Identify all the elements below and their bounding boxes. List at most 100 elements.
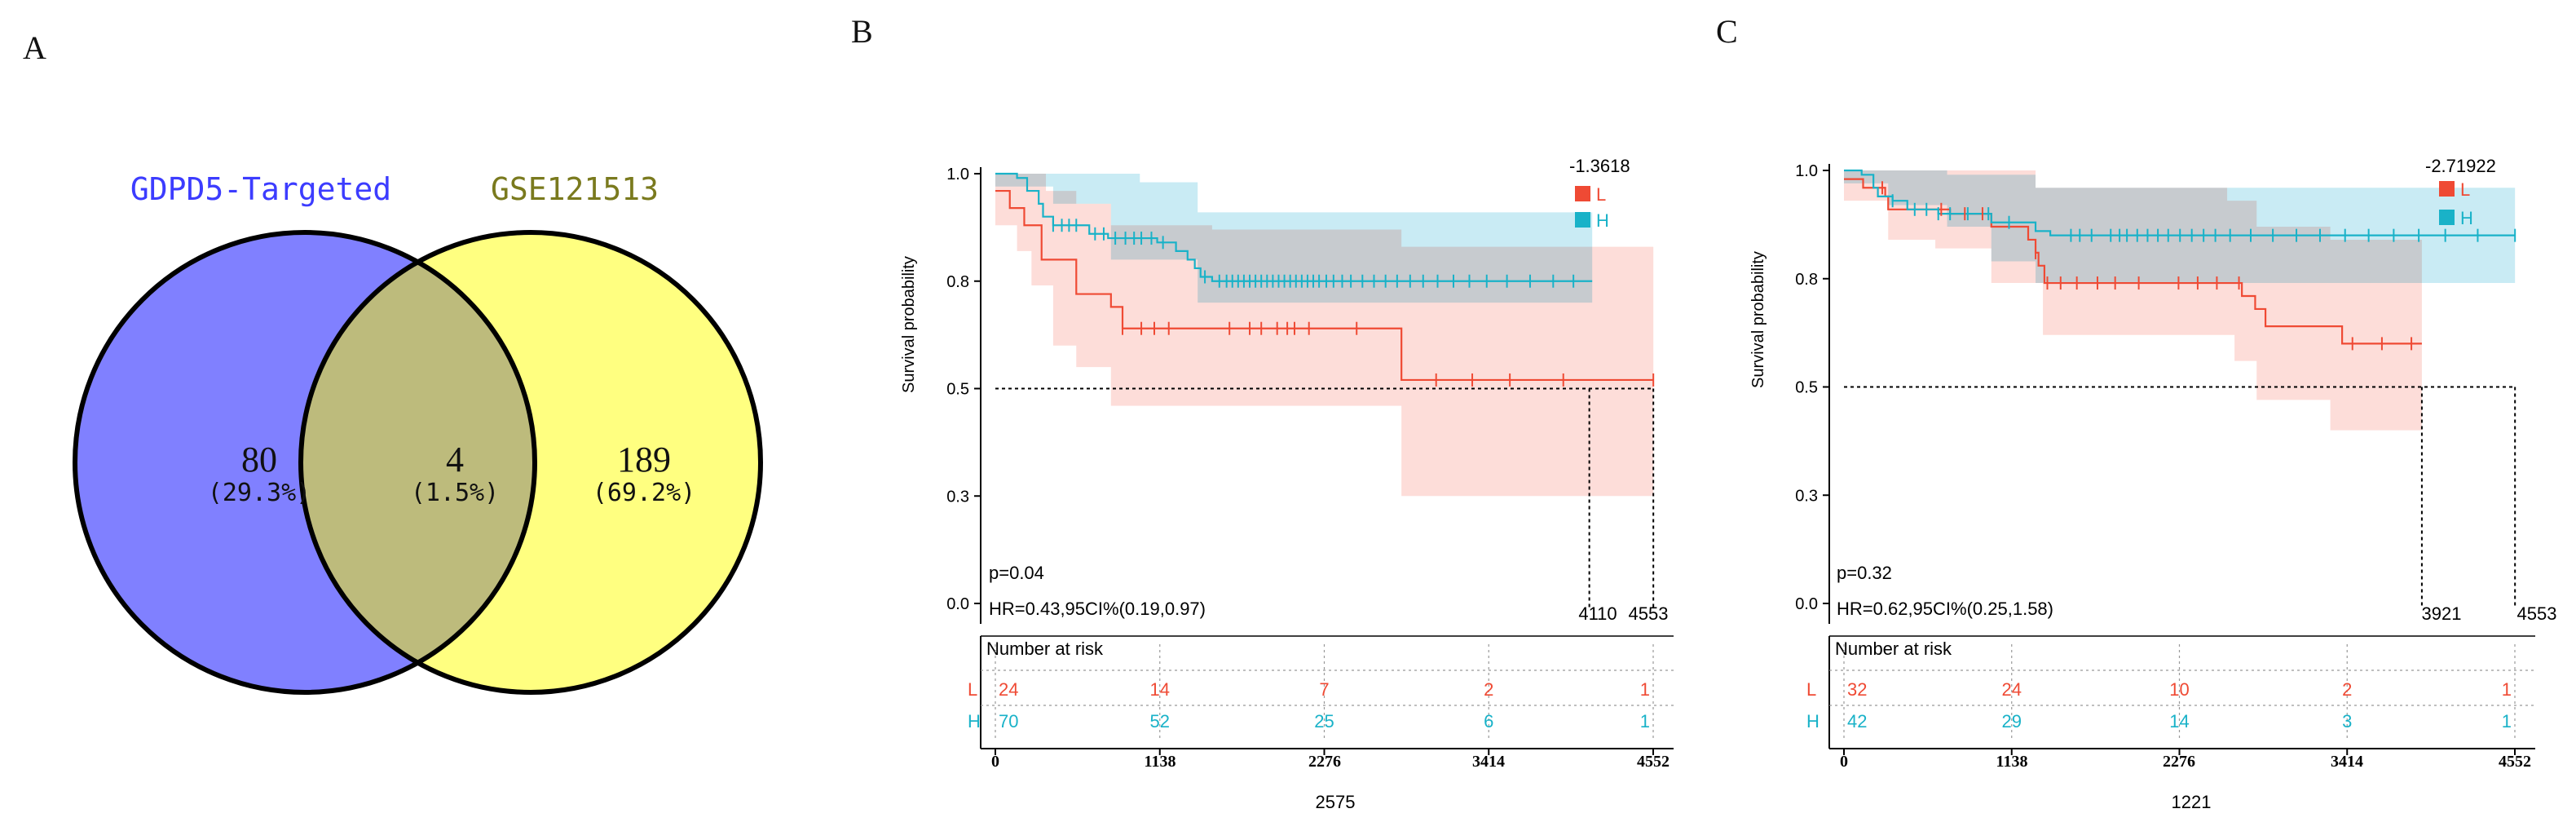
venn-count-right: 189 xyxy=(617,440,671,480)
x-tick-label-0: 0 xyxy=(1840,753,1848,771)
x-tick-label-1: 1138 xyxy=(1145,753,1176,771)
risk-count-h: 14 xyxy=(2169,711,2189,731)
y-tick-label: 0.5 xyxy=(946,381,969,399)
risk-count-l: 2 xyxy=(1484,679,1493,700)
risk-count-l: 32 xyxy=(1847,679,1867,700)
x-tick-label-3: 3414 xyxy=(2331,753,2363,771)
legend-swatch-h xyxy=(1575,212,1590,228)
hazard-ratio: HR=0.43,95CI%(0.19,0.97) xyxy=(989,599,1206,619)
y-tick-label: 0.8 xyxy=(1795,271,1818,289)
x-tick-label-4: 4552 xyxy=(2499,753,2531,771)
legend-swatch-l xyxy=(2439,181,2455,197)
x-tick-label-2: 2276 xyxy=(2163,753,2195,771)
y-tick-label: 0.5 xyxy=(1795,379,1818,397)
y-tick-label: 1.0 xyxy=(1795,162,1818,180)
risk-count-h: 6 xyxy=(1484,711,1493,731)
ci-band-l xyxy=(995,174,1654,497)
survival-panel-b: B 0.0 0.3 0.5 0.8 1.0 Survival probability p… xyxy=(851,13,1674,812)
legend-label-l: L xyxy=(2460,179,2470,200)
y-tick-label: 1.0 xyxy=(946,166,969,183)
risk-count-h: 1 xyxy=(2502,711,2512,731)
venn-intersection xyxy=(301,232,535,692)
ci-bands xyxy=(995,155,1654,497)
survival-curves xyxy=(995,172,1654,382)
legend-title: -1.3618 xyxy=(1569,156,1630,176)
median-label-1: 3921 xyxy=(2422,603,2462,624)
median-label-1: 4110 xyxy=(1578,603,1617,624)
risk-count-l: 24 xyxy=(2002,679,2022,700)
legend-label-l: L xyxy=(1596,184,1606,205)
x-axis-title: 2575 xyxy=(1316,792,1356,812)
axes: 0.0 0.3 0.5 0.8 1.0 xyxy=(946,166,981,624)
venn-set-label-gdpd5: GDPD5-Targeted xyxy=(130,171,391,207)
risk-group-label-l: L xyxy=(1806,679,1816,700)
median-label-2: 4553 xyxy=(1629,603,1669,624)
survival-line-h xyxy=(995,172,1593,282)
legend-label-h: H xyxy=(1596,210,1609,231)
risk-count-h: 52 xyxy=(1150,711,1170,731)
axes: 0.0 0.3 0.5 0.8 1.0 xyxy=(1795,162,1830,624)
risk-count-h: 25 xyxy=(1314,711,1334,731)
legend-swatch-h xyxy=(2439,210,2455,225)
survival-line-h xyxy=(1844,169,2516,236)
hazard-ratio: HR=0.62,95CI%(0.25,1.58) xyxy=(1837,599,2053,619)
risk-count-h: 29 xyxy=(2002,711,2022,731)
censor-marks xyxy=(1881,181,2516,351)
y-axis-title: Survival probability xyxy=(900,256,918,393)
risk-table: 32 24 10 2 1 42 29 14 3 1 xyxy=(1828,635,2535,755)
risk-count-l: 2 xyxy=(2342,679,2352,700)
survival-line-l xyxy=(995,189,1654,382)
legend-title: -2.71922 xyxy=(2425,156,2496,176)
y-tick-label: 0.8 xyxy=(946,273,969,291)
x-axis-title: 1221 xyxy=(2172,792,2212,812)
venn-percent-left: (29.3%) xyxy=(208,479,311,507)
x-tick-label-4: 4552 xyxy=(1637,753,1670,771)
x-tick-label-0: 0 xyxy=(991,753,999,771)
risk-count-h: 70 xyxy=(999,711,1018,731)
y-axis-title: Survival probability xyxy=(1749,251,1767,388)
p-value: p=0.32 xyxy=(1837,563,1892,583)
y-tick-label: 0.0 xyxy=(1795,595,1818,613)
venn-percent-right: (69.2%) xyxy=(593,479,695,507)
venn-count-overlap: 4 xyxy=(446,440,464,480)
panel-label-b: B xyxy=(851,13,873,50)
venn-percent-overlap: (1.5%) xyxy=(411,479,499,507)
x-tick-label-3: 3414 xyxy=(1472,753,1505,771)
venn-outline-gse121513 xyxy=(298,230,763,695)
median-lines xyxy=(995,387,1655,608)
risk-table: 24 14 7 2 1 70 52 25 6 1 xyxy=(980,635,1674,755)
survival-panel-c: C 0.0 0.3 0.5 0.8 1.0 Survival probability p… xyxy=(1716,13,2556,812)
risk-count-h: 42 xyxy=(1847,711,1867,731)
risk-count-h: 3 xyxy=(2342,711,2352,731)
risk-group-label-l: L xyxy=(968,679,977,700)
y-tick-label: 0.0 xyxy=(946,595,969,613)
median-lines xyxy=(1844,386,2516,608)
venn-panel: A GDPD5-Targeted GSE121513 80 (29.3%) 4 … xyxy=(23,29,763,695)
risk-table-title: Number at risk xyxy=(1835,639,1952,659)
panel-label-a: A xyxy=(23,29,46,66)
risk-count-l: 7 xyxy=(1319,679,1329,700)
median-label-2: 4553 xyxy=(2517,603,2557,624)
x-tick-label-1: 1138 xyxy=(1996,753,2028,771)
risk-table-title: Number at risk xyxy=(986,639,1104,659)
x-tick-label-2: 2276 xyxy=(1308,753,1341,771)
venn-count-left: 80 xyxy=(241,440,277,480)
risk-group-label-h: H xyxy=(968,711,981,731)
p-value: p=0.04 xyxy=(989,563,1044,583)
legend-swatch-l xyxy=(1575,186,1590,201)
risk-group-label-h: H xyxy=(1806,711,1820,731)
ci-bands xyxy=(1844,152,2516,431)
risk-count-l: 14 xyxy=(1150,679,1170,700)
risk-count-l: 1 xyxy=(1640,679,1650,700)
venn-set-label-gse121513: GSE121513 xyxy=(491,171,659,207)
censor-marks xyxy=(1052,219,1655,387)
risk-count-l: 1 xyxy=(2502,679,2512,700)
risk-count-l: 10 xyxy=(2169,679,2189,700)
risk-count-h: 1 xyxy=(1640,711,1650,731)
legend-label-h: H xyxy=(2460,208,2473,228)
y-tick-label: 0.3 xyxy=(946,488,969,506)
venn-outline-gdpd5 xyxy=(73,230,537,695)
y-tick-label: 0.3 xyxy=(1795,487,1818,505)
panel-label-c: C xyxy=(1716,13,1738,50)
